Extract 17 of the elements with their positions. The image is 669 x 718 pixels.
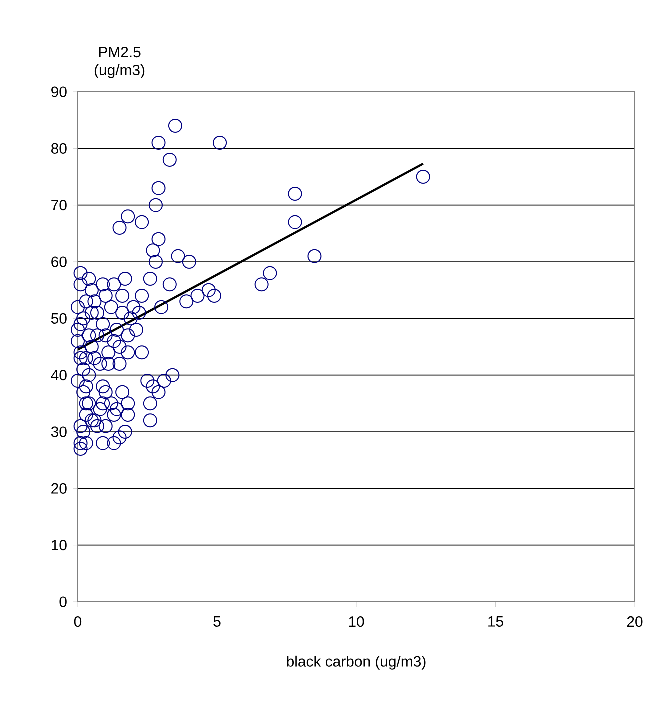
x-tick-label: 0: [74, 616, 82, 628]
y-tick-label: 0: [60, 596, 67, 608]
x-tick-label: 5: [214, 616, 221, 627]
y-tick-label: 80: [52, 143, 67, 154]
y-tick-label: 20: [52, 483, 67, 494]
y-axis-title: PM2.5 (ug/m3): [94, 47, 145, 78]
y-tick-label: 50: [51, 313, 67, 324]
y-tick-label: 60: [52, 256, 67, 268]
y-tick-label: 90: [52, 86, 67, 98]
y-tick-label: 40: [51, 370, 67, 381]
x-tick-label: 10: [349, 616, 364, 628]
y-tick-label: 10: [52, 540, 67, 551]
x-axis-title: black carbon (ug/m3): [287, 656, 426, 670]
y-tick-label: 70: [52, 200, 67, 211]
x-tick-label: 20: [627, 616, 643, 628]
x-tick-label: 15: [488, 616, 504, 627]
y-tick-label: 30: [51, 426, 67, 438]
